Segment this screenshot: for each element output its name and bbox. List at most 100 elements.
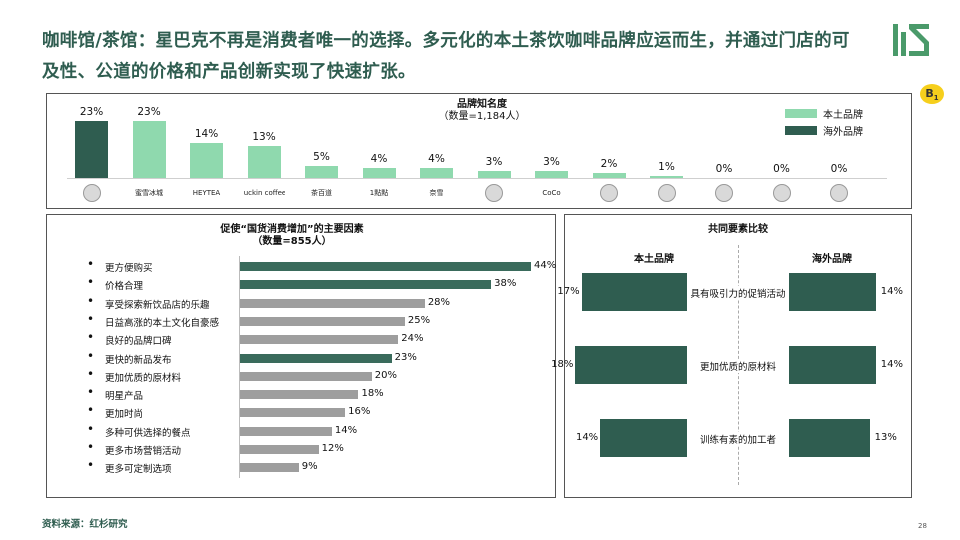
driver-bullet-9: • <box>87 403 95 418</box>
page-number: 28 <box>918 522 927 530</box>
bar-brand-4 <box>247 145 281 178</box>
chabaidao-logo: 茶百道 <box>311 189 332 197</box>
left-header-domestic: 本土品牌 <box>634 254 674 265</box>
value-label-brand-4: 13% <box>252 130 276 143</box>
driver-bullet-12: • <box>87 458 95 473</box>
drivers-title: 促使“国货消费增加”的主要因素 <box>220 224 364 235</box>
driver-bullet-10: • <box>87 421 95 436</box>
bar-brand-1 <box>75 120 108 178</box>
source-note: 资料来源：红杉研究 <box>42 519 128 530</box>
brand-10-logo <box>589 182 630 204</box>
driver-bullet-6: • <box>87 348 95 363</box>
drivers-axis <box>239 256 240 478</box>
legend-item-foreign: 海外品牌 <box>785 123 863 138</box>
bar-brand-6 <box>362 168 396 178</box>
driver-bullet-5: • <box>87 330 95 345</box>
driver-bar-6 <box>239 353 392 363</box>
driver-value-2: 38% <box>494 278 517 290</box>
mixue-logo: 蜜雪冰城 <box>135 189 163 197</box>
value-label-brand-8: 3% <box>485 155 503 168</box>
value-label-brand-14: 0% <box>830 163 848 175</box>
brand-10-logo-mark <box>600 184 618 202</box>
driver-label-11: 更多市场营销活动 <box>105 446 182 457</box>
common-factor-label-1: 具有吸引力的促销活动 <box>687 286 789 300</box>
value-label-brand-5: 5% <box>313 150 330 163</box>
driver-bar-10 <box>239 426 332 436</box>
right-header-foreign: 海外品牌 <box>812 254 852 265</box>
driver-value-11: 12% <box>321 443 344 454</box>
driver-label-7: 更加优质的原材料 <box>105 372 182 384</box>
common-factors-bars: 17% 14% 具有吸引力的促销活动 18% 14% 更加优质的原材料 14% 13% 训练有素… <box>551 215 911 497</box>
value-label-brand-1: 23% <box>79 105 104 118</box>
domestic-bar-2 <box>575 346 687 384</box>
foreign-value-2: 14% <box>880 359 904 370</box>
driver-label-1: 更方便购买 <box>105 263 153 274</box>
brand-awareness-subtitle: （数量=1,184人） <box>438 111 526 122</box>
company-logo-icon <box>893 24 929 56</box>
driver-bar-2 <box>239 280 492 290</box>
brand-awareness-title: 品牌知名度 <box>457 99 507 110</box>
domestic-value-3: 14% <box>575 432 599 443</box>
driver-value-1: 44% <box>534 260 557 271</box>
legend-item-domestic: 本土品牌 <box>785 106 863 121</box>
foreign-bar-1 <box>789 273 876 311</box>
brand-awareness-panel: 品牌知名度 （数量=1,184人） 本土品牌 海外品牌 23% 23% 蜜雪冰城 14… <box>46 93 912 209</box>
value-label-brand-13: 0% <box>773 163 790 175</box>
brand-awareness-bars: 23% 23% 蜜雪冰城 14% HEYTEA 13% luckin coffee 5% 茶百道… <box>47 94 911 208</box>
common-factors-panel: 共同要素比较 本土品牌 海外品牌 17% 14% 具有吸引力的促销活动 18% 14% 更… <box>551 214 912 498</box>
driver-label-5: 良好的品牌口碑 <box>105 336 172 348</box>
page-headline: 咖啡馆/茶馆：星巴克不再是消费者唯一的选择。多元化的本土茶饮咖啡品牌应运而生，并… <box>42 31 850 82</box>
driver-bullet-8: • <box>87 385 95 400</box>
bar-brand-8 <box>477 170 511 178</box>
domestic-value-1: 17% <box>557 286 580 297</box>
brand-awareness-baseline <box>67 178 887 179</box>
driver-label-12: 更多可定制选项 <box>105 464 172 476</box>
driver-value-4: 25% <box>407 314 431 326</box>
driver-value-5: 24% <box>401 333 424 345</box>
driver-bar-3 <box>239 298 425 308</box>
section-badge: B1 <box>920 84 944 104</box>
legend-label-domestic: 本土品牌 <box>823 110 863 121</box>
driver-value-12: 9% <box>301 461 318 473</box>
brand-12-logo <box>704 182 745 204</box>
driver-value-10: 14% <box>334 424 358 436</box>
foreign-value-1: 14% <box>880 286 904 297</box>
driver-bar-9 <box>239 408 346 418</box>
driver-bar-5 <box>239 335 399 345</box>
driver-bar-12 <box>239 463 299 473</box>
driver-bullet-3: • <box>87 293 95 308</box>
starbucks-logo <box>71 182 112 204</box>
legend-swatch-domestic <box>785 109 817 118</box>
value-label-brand-11: 1% <box>658 160 675 173</box>
driver-label-10: 多种可供选择的餐点 <box>105 427 191 439</box>
brand-12-logo-mark <box>715 184 733 202</box>
foreign-value-3: 13% <box>874 432 897 443</box>
brand-13-logo-mark <box>772 184 791 202</box>
drivers-bars: • 更方便购买 44% • 价格合理 38% • 享受探索新饮品店的乐趣 28% • 日益高涨的本土… <box>47 215 557 497</box>
driver-bullet-2: • <box>87 275 95 290</box>
value-label-brand-10: 2% <box>600 158 618 171</box>
driver-label-3: 享受探索新饮品店的乐趣 <box>105 299 210 311</box>
driver-bar-8 <box>239 390 359 400</box>
common-factor-label-2: 更加优质的原材料 <box>687 359 789 373</box>
domestic-value-2: 18% <box>551 359 574 370</box>
brand-14-logo-mark <box>830 184 848 202</box>
yidiandian-logo: 1點點 <box>369 189 389 197</box>
common-factor-label-3: 训练有素的加工者 <box>687 432 789 446</box>
driver-bar-7 <box>239 371 372 381</box>
driver-value-8: 18% <box>361 388 384 400</box>
bar-brand-10 <box>592 173 626 178</box>
bar-brand-2 <box>132 120 166 178</box>
bar-brand-5 <box>305 165 338 178</box>
brand-8-logo <box>474 182 515 204</box>
heytea-logo: HEYTEA <box>192 189 221 197</box>
coco-logo: CoCo <box>542 189 561 197</box>
value-label-brand-3: 14% <box>194 128 219 141</box>
common-factors-title: 共同要素比较 <box>708 224 768 235</box>
brand-11-logo <box>646 182 687 204</box>
value-label-brand-6: 4% <box>370 153 388 166</box>
driver-label-6: 更快的新品发布 <box>105 354 172 366</box>
driver-bullet-1: • <box>87 257 95 271</box>
drivers-subtitle: （数量=855人） <box>252 236 332 247</box>
driver-label-8: 明星产品 <box>105 391 144 403</box>
